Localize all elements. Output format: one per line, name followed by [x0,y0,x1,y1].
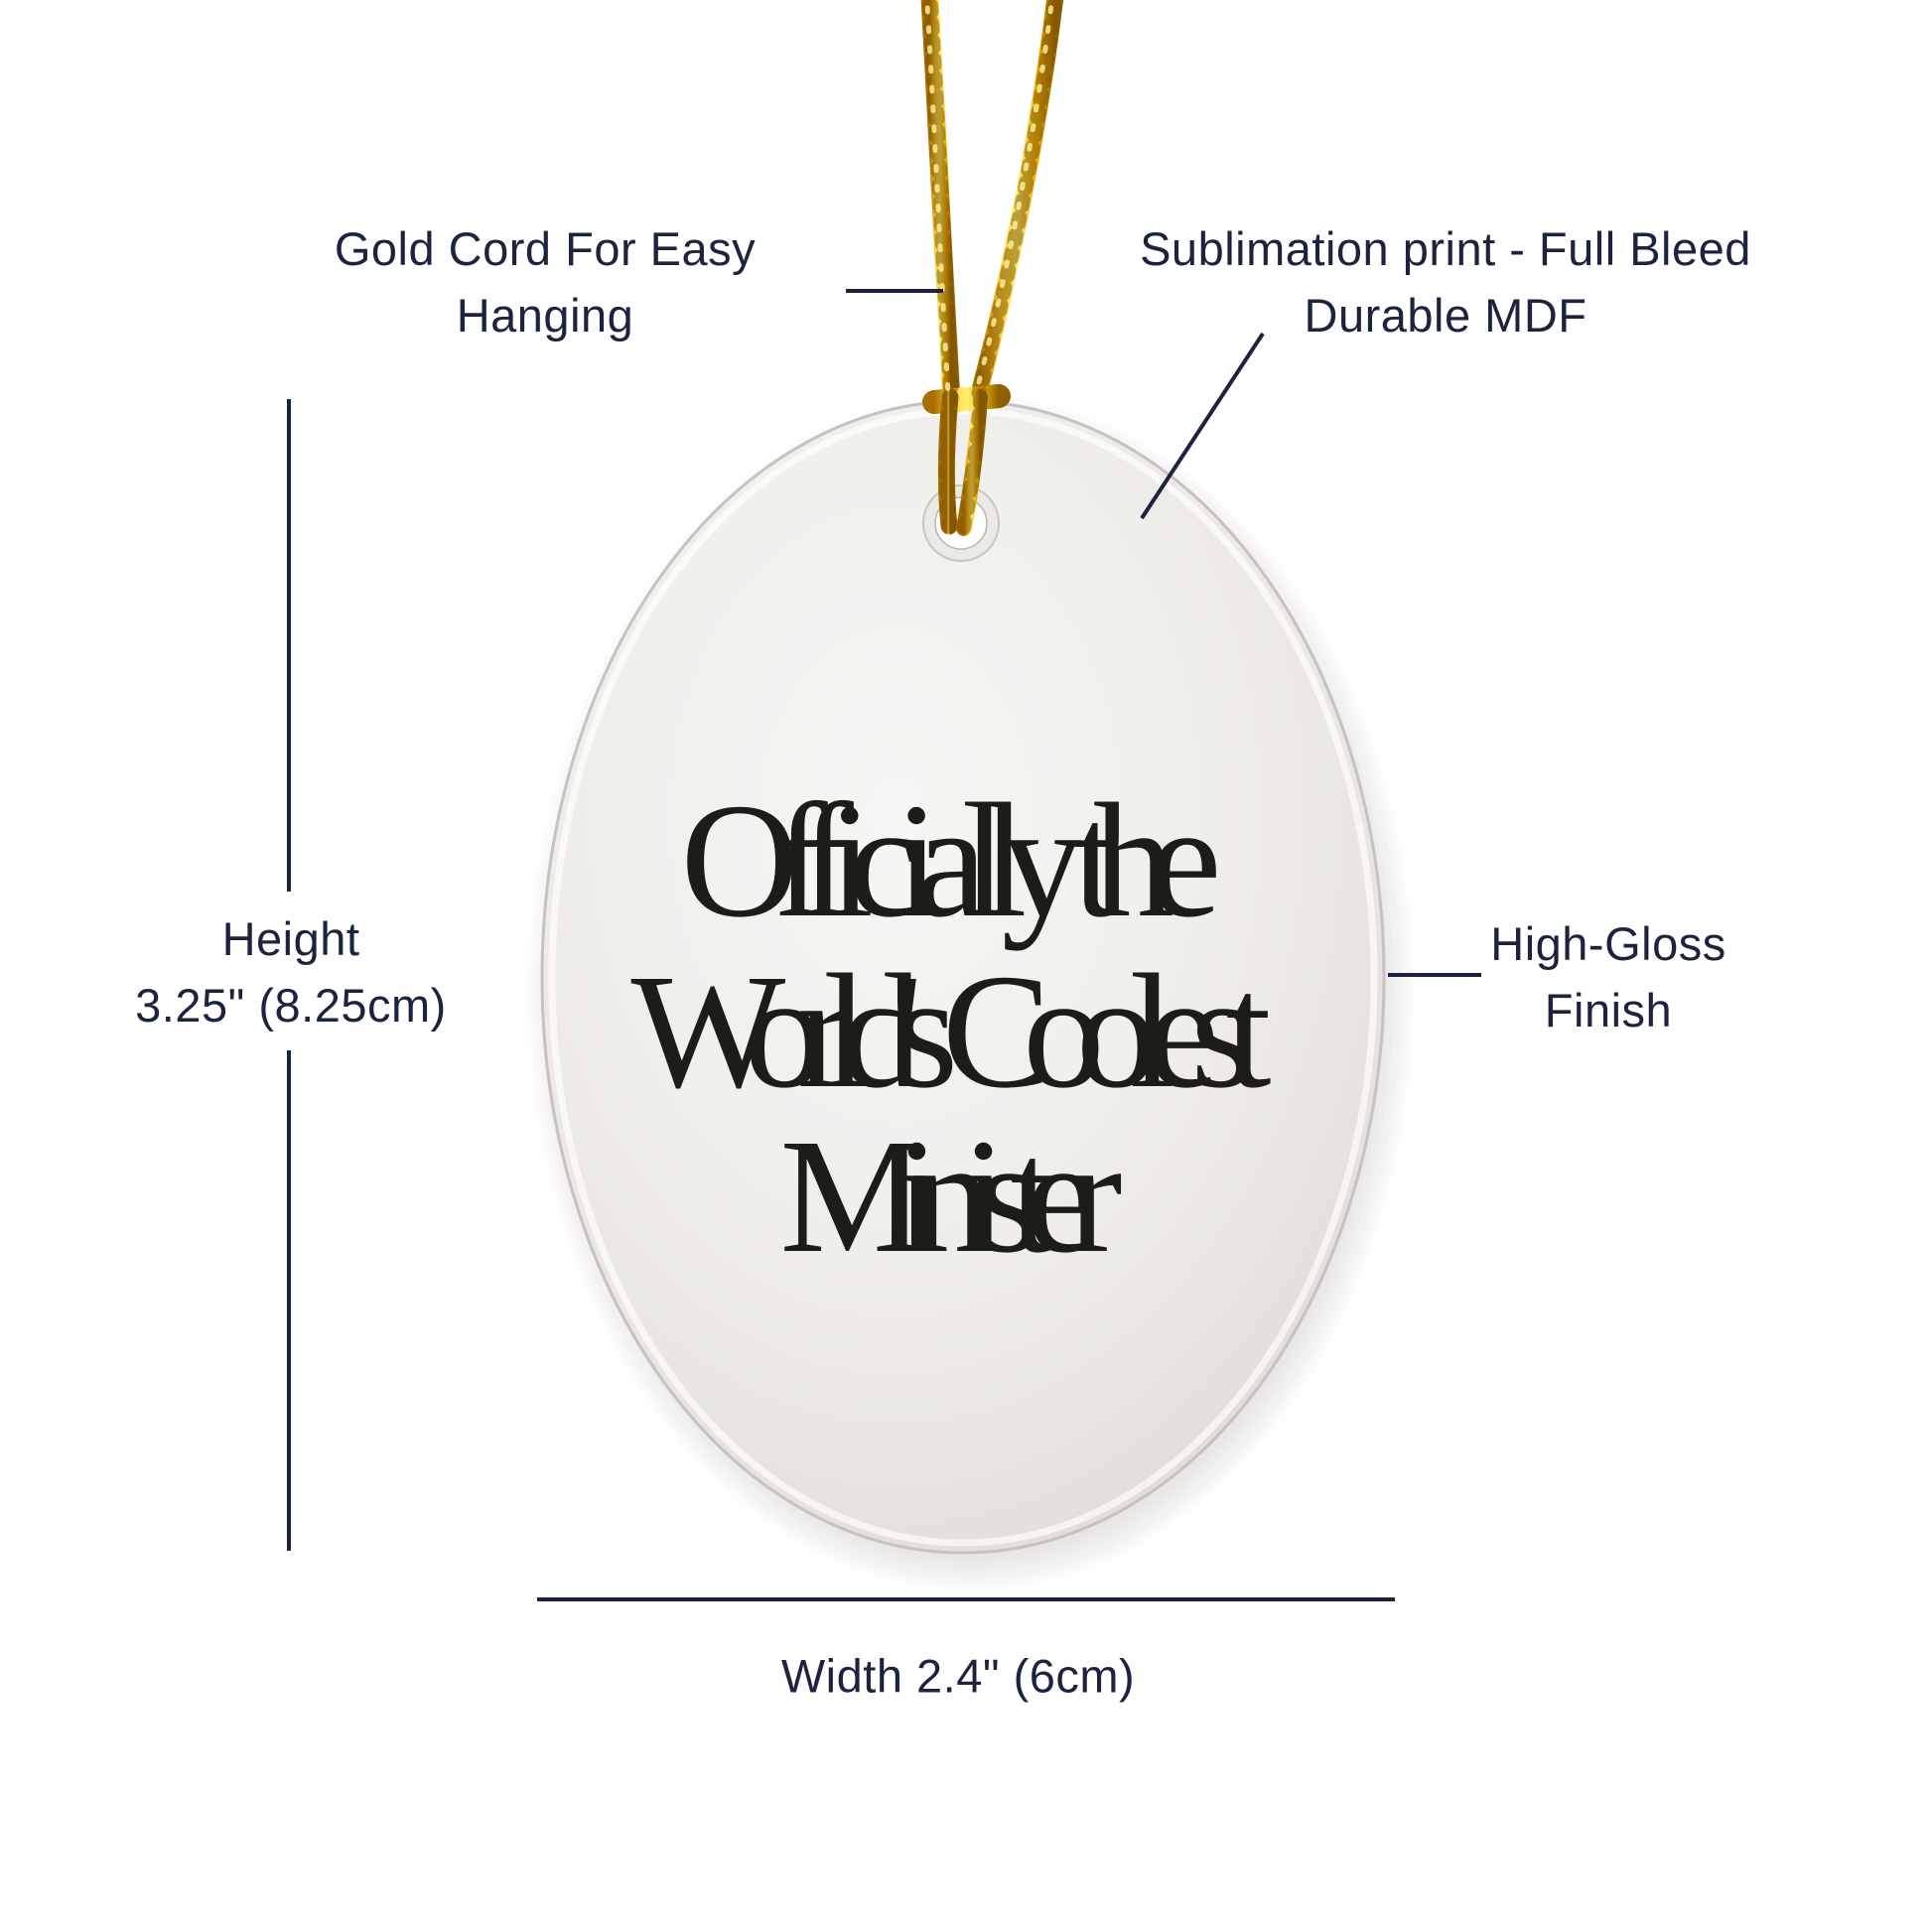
gold-cord-label: Gold Cord For Easy Hanging [335,215,756,348]
cord-braid-highlight [973,0,1055,396]
ornament-quote-line2: World's Coolest [631,940,1272,1122]
callout-line-sublimation [1140,332,1265,520]
cord-braid-texture [938,389,958,534]
cord-braid-highlight [924,0,951,396]
cord-braid-texture [957,390,987,535]
width-label-line1: Width 2.4" (6cm) [780,1649,1136,1703]
high-gloss-label: High-Gloss Finish [1490,910,1725,1043]
cord-braid-texture [921,0,959,401]
ornament-quote-line1: Officially the [681,769,1222,951]
height-label-line2: 3.25" (8.25cm) [135,979,447,1032]
width-label: Width 2.4" (6cm) [781,1643,1135,1710]
sublimation-label-line1: Sublimation print - Full Bleed [1140,222,1751,275]
high-gloss-label-line2: Finish [1544,984,1673,1036]
cord-braid-texture [971,0,1063,401]
gold-cord [920,0,1064,536]
sublimation-label: Sublimation print - Full Bleed Durable M… [1140,215,1751,348]
height-label: Height 3.25" (8.25cm) [135,905,447,1038]
ornament-quote-line3: Minister [780,1105,1123,1287]
gold-cord-label-line2: Hanging [456,289,634,342]
height-label-line1: Height [221,912,360,965]
sublimation-label-line2: Durable MDF [1304,289,1587,342]
high-gloss-label-line1: High-Gloss [1490,917,1726,970]
gold-cord-label-line1: Gold Cord For Easy [334,222,757,275]
